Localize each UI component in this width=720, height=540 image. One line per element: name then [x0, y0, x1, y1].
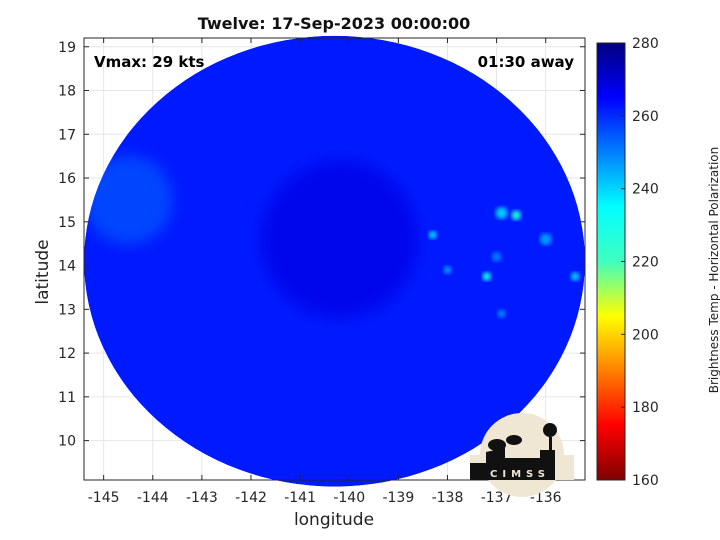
colorbar-ticks: 160 180 200 220 240 260 280: [621, 36, 659, 489]
colorbar-tick-label: 260: [632, 109, 659, 125]
y-tick-label: 15: [58, 215, 76, 231]
x-tick-label: -140: [333, 490, 365, 506]
y-tick-label: 11: [58, 390, 76, 406]
tb-feature: [443, 265, 452, 274]
time-offset-annotation: 01:30 away: [477, 53, 574, 71]
x-tick-label: -143: [186, 490, 218, 506]
tb-feature: [428, 230, 437, 239]
x-axis-label: longitude: [293, 510, 375, 530]
cimss-logo: CIMSS: [470, 413, 574, 497]
tb-feature: [570, 272, 580, 281]
x-tick-label: -138: [432, 490, 464, 506]
tb-feature: [482, 272, 492, 281]
tb-feature: [539, 233, 552, 246]
y-tick-label: 14: [58, 259, 76, 275]
y-tick-label: 10: [58, 434, 76, 450]
swath-image: [84, 35, 585, 487]
colorbar-tick-label: 280: [632, 36, 659, 52]
tb-feature: [495, 207, 508, 219]
x-tick-label: -144: [137, 490, 169, 506]
colorbar: [596, 42, 626, 481]
x-tick-label: -141: [284, 490, 316, 506]
y-tick-label: 12: [58, 346, 76, 362]
x-axis: -145 -144 -143 -142 -141 -140 -139 -138 -137 -136: [88, 38, 562, 506]
tb-feature: [260, 160, 418, 318]
x-tick-label: -139: [382, 490, 414, 506]
x-tick-label: -145: [88, 490, 120, 506]
y-tick-label: 16: [58, 171, 76, 187]
colorbar-tick-label: 160: [632, 473, 659, 489]
tb-feature: [84, 155, 173, 245]
tb-feature: [491, 251, 502, 262]
y-tick-label: 17: [58, 127, 76, 143]
x-tick-label: -142: [235, 490, 267, 506]
colorbar-tick-label: 240: [632, 182, 659, 198]
tb-feature: [511, 210, 522, 221]
chart-title: Twelve: 17-Sep-2023 00:00:00: [197, 14, 471, 33]
colorbar-tick-label: 220: [632, 255, 659, 271]
vmax-annotation: Vmax: 29 kts: [94, 53, 205, 71]
colorbar-tick-label: 200: [632, 327, 659, 343]
y-axis: 10 11 12 13 14 15 16 17 18 19: [58, 40, 585, 450]
colorbar-tick-label: 180: [632, 400, 659, 416]
axes-frame: [83, 37, 586, 481]
x-tick-label: -136: [530, 490, 562, 506]
colorbar-label: Brightness Temp - Horizontal Polarizatio…: [707, 146, 720, 394]
y-axis-label: latitude: [33, 239, 53, 305]
y-tick-label: 18: [58, 84, 76, 100]
y-tick-label: 13: [58, 302, 76, 318]
x-tick-label: -137: [481, 490, 513, 506]
tb-feature: [497, 309, 506, 318]
logo-text: CIMSS: [490, 469, 550, 480]
y-tick-label: 19: [58, 40, 76, 56]
